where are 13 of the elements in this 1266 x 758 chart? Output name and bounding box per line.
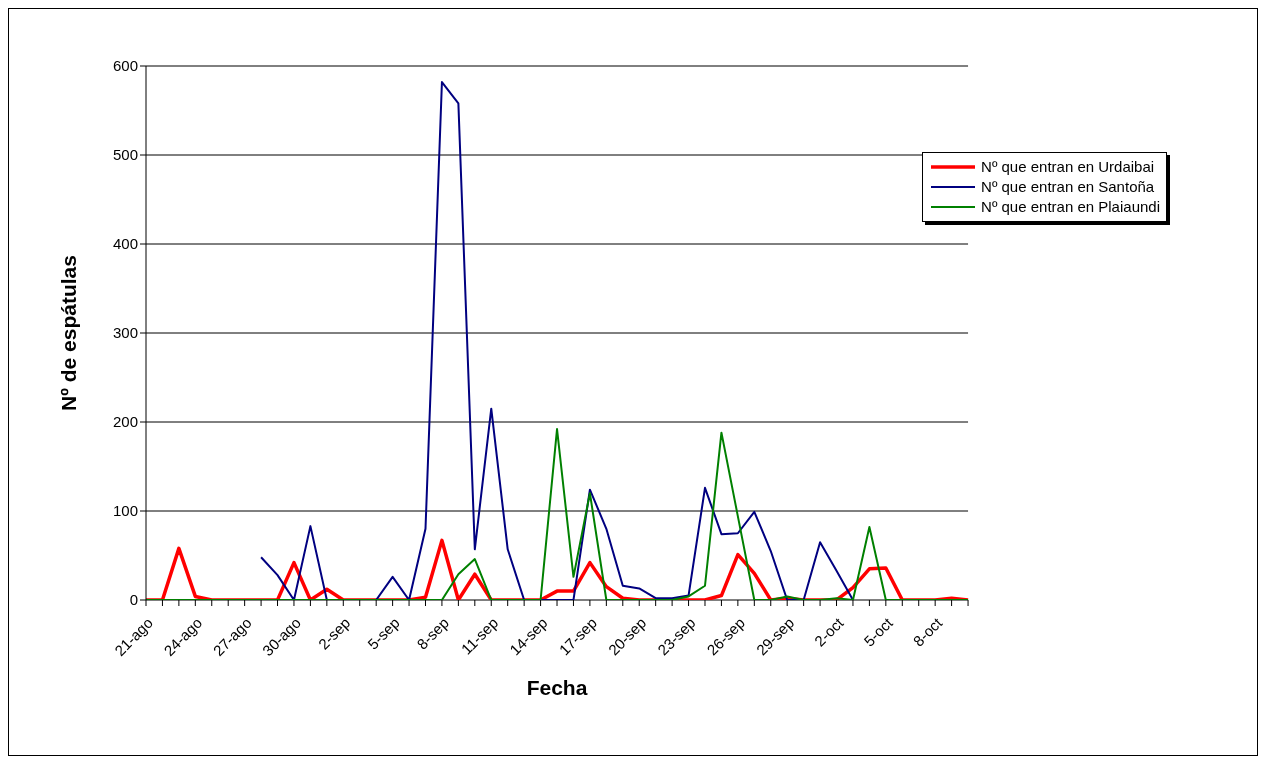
y-tick-label: 300 <box>112 324 138 342</box>
y-tick-label: 600 <box>112 57 138 75</box>
y-axis-title: Nº de espátulas <box>57 255 81 411</box>
y-tick-label: 0 <box>129 591 138 609</box>
y-tick-label: 200 <box>112 413 138 431</box>
y-tick-label: 400 <box>112 235 138 253</box>
y-tick-label: 100 <box>112 502 138 520</box>
x-axis-title: Fecha <box>526 676 588 699</box>
legend-label: Nº que entran en Plaiaundi <box>981 197 1160 217</box>
legend-label: Nº que entran en Santoña <box>981 177 1155 197</box>
y-tick-label: 500 <box>112 146 138 164</box>
legend-label: Nº que entran en Urdaibai <box>981 157 1155 177</box>
line-series <box>260 81 854 600</box>
